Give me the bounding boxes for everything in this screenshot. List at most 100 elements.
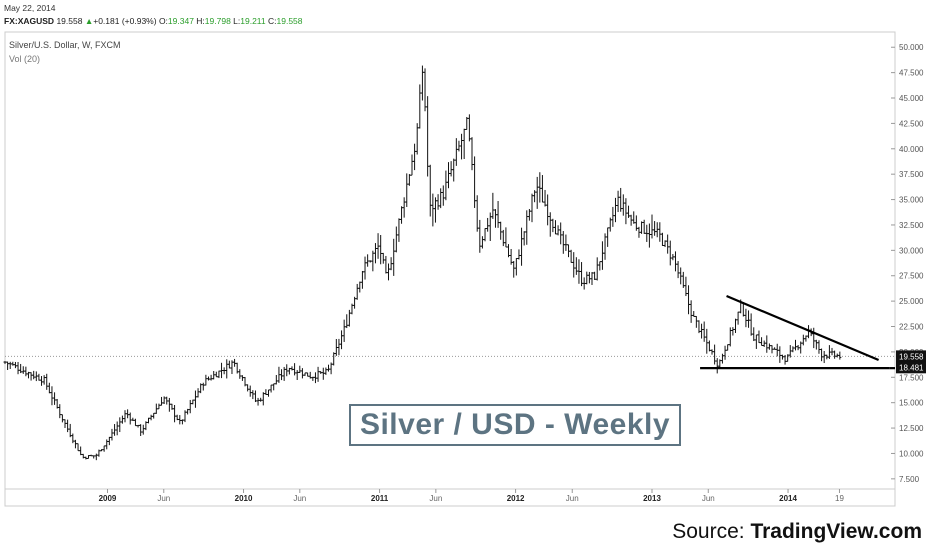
ohlc-bar [483, 228, 487, 242]
ohlc-bar [347, 309, 351, 327]
ohlc-bar [580, 262, 584, 287]
ohlc-bar [342, 319, 346, 342]
ohlc-bar [394, 226, 398, 253]
ohlc-bar [619, 187, 623, 212]
ohlc-bar [126, 409, 130, 419]
plot-frame [4, 31, 896, 507]
ohlc-bar [684, 276, 688, 297]
ohlc-bar [259, 397, 263, 402]
ohlc-bar [154, 403, 158, 414]
y-tick-label: 50.000 [899, 43, 924, 52]
ohlc-bar [449, 161, 453, 177]
ohlc-bar [400, 206, 404, 224]
price-label-text: 19.558 [899, 352, 924, 361]
ohlc-bar [63, 419, 67, 428]
ohlc-bar [559, 222, 563, 245]
open-value: 19.347 [167, 16, 194, 26]
ohlc-bar [45, 373, 49, 390]
ohlc-bar [141, 424, 145, 435]
trendline [726, 295, 880, 362]
y-tick-label: 17.500 [899, 373, 924, 382]
ohlc-bar [653, 221, 657, 236]
ohlc-bar [201, 382, 205, 391]
ohlc-bar [71, 433, 75, 444]
ohlc-bar [530, 193, 534, 223]
open-label: O: [158, 16, 168, 26]
ohlc-bar [454, 138, 458, 166]
ohlc-bar [587, 271, 591, 284]
ohlc-bar [34, 371, 38, 382]
ohlc-bar [227, 360, 231, 369]
ohlc-bar [420, 65, 424, 101]
ohlc-bar [40, 376, 44, 386]
ohlc-bar [68, 423, 72, 438]
ohlc-bar [324, 367, 328, 375]
ohlc-bar [86, 455, 90, 459]
ohlc-bar [152, 412, 156, 419]
ohlc-bar [778, 346, 782, 363]
ohlc-bar [538, 172, 542, 203]
ohlc-bar [76, 443, 80, 452]
ohlc-bar [277, 366, 281, 383]
ohlc-bar [188, 399, 192, 414]
ohlc-bar [577, 259, 581, 284]
ohlc-bar [491, 192, 495, 219]
ohlc-bar [486, 217, 490, 232]
ohlc-bar [728, 327, 732, 347]
ohlc-bar [139, 424, 143, 436]
y-tick-label: 22.500 [899, 323, 924, 332]
ohlc-bar [384, 255, 388, 274]
ohlc-bar [707, 340, 711, 352]
ohlc-bar [590, 272, 594, 285]
ohlc-bar [123, 410, 127, 423]
ohlc-bar [251, 390, 255, 400]
ohlc-bar [700, 323, 704, 339]
ohlc-bar [754, 334, 758, 349]
source-credit: Source: TradingView.com [672, 520, 922, 544]
ohlc-bar [253, 390, 257, 403]
ohlc-bar [467, 114, 471, 142]
ohlc-bar [269, 384, 273, 393]
ohlc-bar [334, 338, 338, 356]
ohlc-bar [616, 190, 620, 213]
ohlc-bar [527, 208, 531, 221]
ohlc-bar [666, 234, 670, 254]
source-name: TradingView.com [750, 520, 922, 543]
x-tick-label: 2013 [643, 494, 661, 503]
ohlc-bar [548, 212, 552, 237]
ohlc-bar [243, 376, 247, 387]
ohlc-bar [501, 229, 505, 247]
ohlc-bar [582, 277, 586, 290]
ohlc-bar [488, 212, 492, 242]
ohlc-bar [627, 205, 631, 218]
ohlc-bar [175, 414, 179, 421]
ohlc-bar [833, 350, 837, 359]
ohlc-bar [144, 421, 148, 431]
ohlc-bar [233, 358, 237, 367]
ohlc-bar [240, 375, 244, 381]
ohlc-bar [647, 223, 651, 248]
ohlc-bar [799, 341, 803, 354]
ohlc-bar [298, 365, 302, 373]
y-tick-label: 32.500 [899, 221, 924, 230]
ohlc-bar [426, 96, 430, 177]
x-tick-label: 2009 [99, 494, 117, 503]
high-label: H: [196, 16, 205, 26]
ohlc-bar [564, 234, 568, 251]
ohlc-bar [423, 68, 427, 112]
ohlc-bar [543, 189, 547, 207]
ohlc-bar [360, 270, 364, 289]
ohlc-bar [509, 248, 513, 265]
ohlc-bar [287, 367, 291, 375]
ohlc-bar [373, 243, 377, 264]
ohlc-bar [26, 371, 30, 379]
ohlc-bar [838, 351, 842, 360]
change-value: +0.181 (+0.93%) [93, 16, 157, 26]
ohlc-bar [624, 198, 628, 225]
ohlc-bar [131, 417, 135, 421]
ohlc-bar [457, 140, 461, 152]
ohlc-bar [767, 343, 771, 350]
ohlc-bar [676, 261, 680, 279]
ohlc-bar [238, 369, 242, 379]
ohlc-bar [204, 374, 208, 386]
